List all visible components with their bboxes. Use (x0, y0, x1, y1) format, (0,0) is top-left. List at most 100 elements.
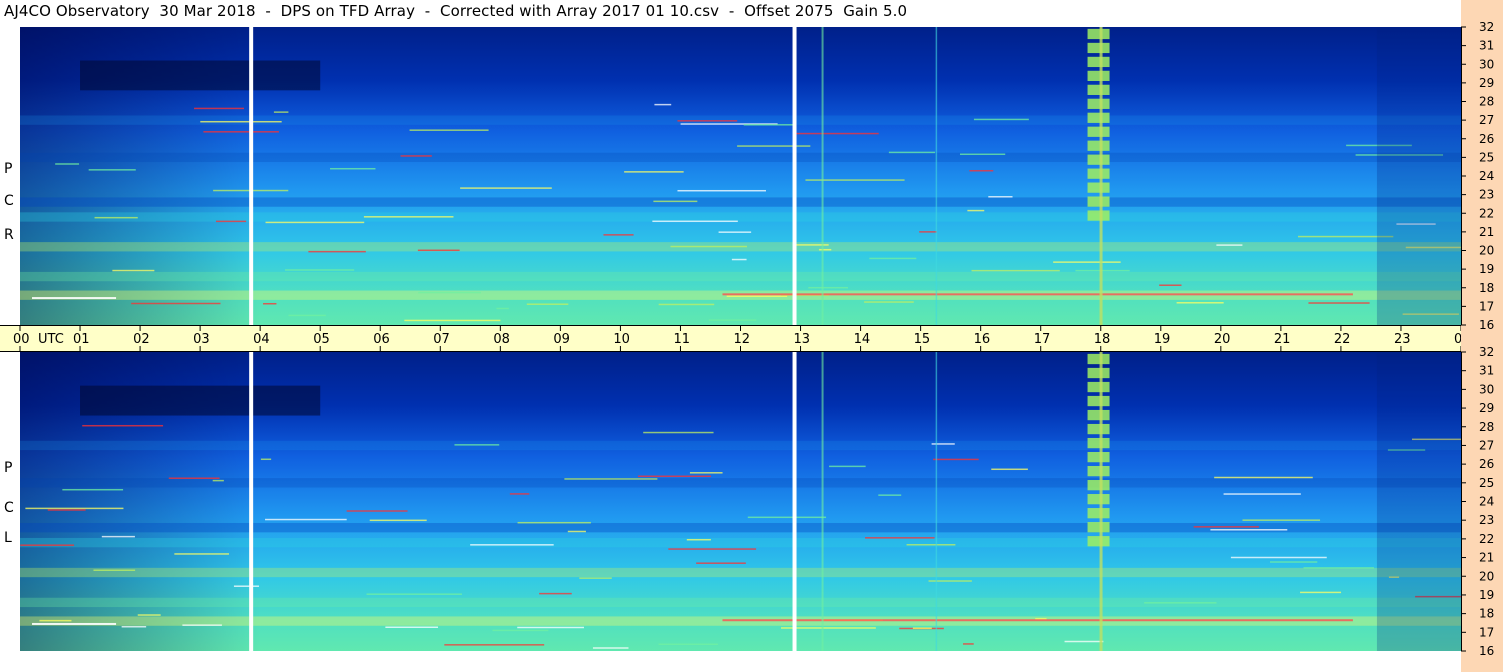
lcp-interference-block (1087, 480, 1110, 491)
rcp-ytick-label: 29 (1479, 76, 1494, 90)
lcp-signal-streak (137, 614, 161, 616)
lcp-interference-block (1087, 437, 1110, 449)
lcp-signal-streak (592, 647, 629, 649)
rcp-signal-streak (1176, 302, 1224, 304)
utc-tick-label: 20 (1214, 332, 1231, 347)
utc-tick-label: 05 (313, 332, 330, 347)
rcp-signal-streak (919, 231, 937, 233)
lcp-signal-streak (567, 530, 586, 533)
utc-tick-label: 23 (1394, 332, 1411, 347)
rcp-ytick-label: 21 (1479, 225, 1494, 239)
lcp-signal-streak (928, 580, 972, 582)
rcp-signal-streak (1346, 144, 1412, 147)
lcp-ytick-label: 19 (1479, 588, 1494, 602)
rcp-signal-streak (273, 111, 289, 113)
utc-tick-label: 02 (133, 332, 150, 347)
rcp-signal-streak (284, 269, 355, 271)
rcp-signal-streak (1075, 269, 1130, 272)
rcp-ytick-label: 32 (1479, 20, 1494, 34)
rcp-dark-band (80, 60, 321, 91)
lcp-ytick-label: 20 (1479, 569, 1494, 583)
lcp-signal-streak (20, 544, 75, 546)
lcp-signal-streak (517, 626, 584, 629)
lcp-band-5 (20, 478, 1461, 488)
rcp-ytick-label: 17 (1479, 299, 1494, 313)
utc-tick-label: 08 (493, 332, 510, 347)
rcp-band-5 (20, 152, 1461, 163)
rcp-signal-streak (653, 200, 698, 203)
rcp-interference-block (1087, 140, 1110, 151)
rcp-signal-streak (793, 132, 879, 135)
rcp-interference-block (1087, 154, 1110, 165)
lcp-signal-streak (780, 627, 876, 629)
lcp-signal-streak (658, 643, 718, 646)
rcp-signal-streak (808, 286, 849, 289)
utc-tick-label: 16 (974, 332, 991, 347)
lcp-interference-block (1087, 465, 1110, 477)
rcp-signal-streak (496, 307, 509, 310)
lcp-signal-streak (492, 629, 549, 632)
lcp-data-gap-1 (792, 352, 797, 651)
lcp-signal-streak (346, 510, 408, 512)
lcp-signal-streak (454, 444, 500, 446)
lcp-signal-streak (1300, 591, 1342, 594)
utc-tick-label: 09 (553, 332, 570, 347)
rcp-signal-streak (94, 216, 138, 219)
rcp-signal-streak (869, 257, 917, 260)
rcp-band-6 (20, 115, 1461, 125)
lcp-interference-block (1087, 494, 1110, 505)
rcp-signal-streak (88, 169, 136, 171)
lcp-letter-l: L (4, 530, 12, 546)
lcp-signal-streak (233, 585, 260, 587)
lcp-ytick-label: 16 (1479, 644, 1494, 658)
rcp-ytick-label: 28 (1479, 95, 1494, 109)
lcp-signal-streak (366, 593, 462, 595)
rcp-interference-block (1087, 210, 1110, 221)
lcp-signal-streak (878, 494, 902, 496)
lcp-signal-streak (1193, 526, 1259, 528)
lcp-signal-streak (174, 553, 230, 555)
utc-tick-label: 12 (734, 332, 751, 347)
lcp-signal-streak (564, 478, 658, 480)
lcp-interference-block (1087, 367, 1110, 379)
lcp-signal-streak (1270, 561, 1318, 563)
lcp-ytick-label: 25 (1479, 476, 1494, 490)
utc-tick-label: 00 (13, 332, 30, 347)
lcp-signal-streak (668, 548, 757, 550)
utc-tick-label: 04 (253, 332, 270, 347)
rcp-signal-streak (624, 171, 684, 173)
lcp-signal-streak (933, 458, 979, 461)
rcp-interference-block (1087, 196, 1110, 207)
lcp-signal-streak (539, 592, 572, 595)
lcp-ytick-label: 18 (1479, 607, 1494, 621)
utc-unit-label: UTC (38, 332, 64, 347)
lcp-right-shade (1376, 352, 1461, 651)
lcp-signal-streak (25, 507, 124, 510)
lcp-interference-block (1087, 451, 1110, 463)
lcp-signal-streak (1230, 556, 1327, 559)
lcp-signal-streak (47, 509, 86, 511)
rcp-interference-block (1087, 126, 1110, 137)
rcp-band-4 (20, 197, 1461, 207)
rcp-signal-streak (417, 249, 460, 252)
lcp-band-4 (20, 522, 1461, 533)
lcp-signal-streak (865, 537, 935, 539)
rcp-signal-streak (1405, 246, 1471, 249)
lcp-band-3 (20, 537, 1461, 548)
rcp-data-gap-0 (249, 27, 254, 325)
rcp-signal-streak (973, 118, 1029, 121)
lcp-signal-streak (1214, 476, 1313, 479)
lcp-signal-streak (637, 475, 712, 478)
rcp-ytick-label: 30 (1479, 57, 1494, 71)
rcp-signal-streak (1053, 261, 1121, 263)
rcp-signal-streak (680, 123, 778, 125)
lcp-ytick-label: 26 (1479, 457, 1494, 471)
lcp-band-2 (20, 567, 1461, 578)
lcp-ytick-label: 22 (1479, 532, 1494, 546)
lcp-ytick-label: 24 (1479, 495, 1494, 509)
lcp-signal-streak (1210, 529, 1288, 531)
lcp-interference-block (1087, 423, 1110, 435)
rcp-signal-streak (308, 250, 366, 253)
utc-tick-label: 14 (854, 332, 871, 347)
